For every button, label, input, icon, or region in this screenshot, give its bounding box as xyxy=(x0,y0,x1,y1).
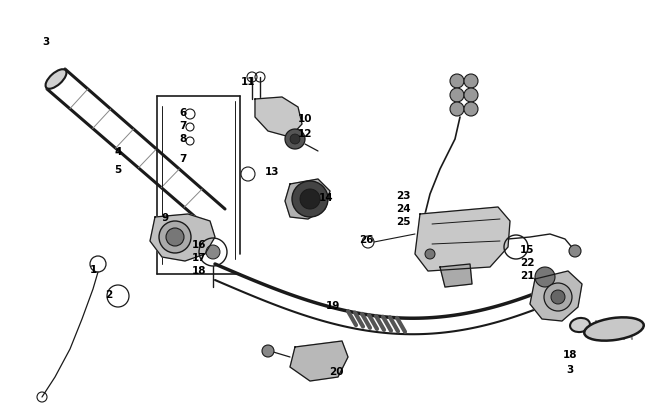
Circle shape xyxy=(544,284,572,311)
Circle shape xyxy=(425,249,435,259)
Text: 15: 15 xyxy=(520,244,534,254)
Text: 19: 19 xyxy=(326,300,340,310)
Text: 16: 16 xyxy=(192,239,206,249)
Ellipse shape xyxy=(570,318,590,332)
Text: 9: 9 xyxy=(161,213,168,222)
Ellipse shape xyxy=(46,70,66,90)
Polygon shape xyxy=(285,179,330,220)
Text: 24: 24 xyxy=(396,203,410,213)
Circle shape xyxy=(290,135,300,145)
Circle shape xyxy=(551,290,565,304)
Circle shape xyxy=(450,89,464,103)
Text: 11: 11 xyxy=(240,77,255,87)
Text: 20: 20 xyxy=(329,366,343,376)
Circle shape xyxy=(300,190,320,209)
Text: 21: 21 xyxy=(520,270,534,280)
Circle shape xyxy=(450,75,464,89)
Text: 17: 17 xyxy=(192,252,206,262)
Text: 22: 22 xyxy=(520,257,534,267)
Text: 3: 3 xyxy=(566,364,573,374)
Circle shape xyxy=(285,130,305,149)
Text: 18: 18 xyxy=(192,265,206,275)
Text: 26: 26 xyxy=(359,234,373,244)
Circle shape xyxy=(166,228,184,246)
Text: 13: 13 xyxy=(265,166,279,177)
Circle shape xyxy=(464,75,478,89)
Circle shape xyxy=(464,103,478,117)
Circle shape xyxy=(262,345,274,357)
Circle shape xyxy=(569,245,581,257)
Text: 5: 5 xyxy=(114,164,122,175)
Text: 1: 1 xyxy=(90,264,97,274)
Text: 2: 2 xyxy=(105,289,112,299)
Polygon shape xyxy=(150,215,215,261)
Text: 4: 4 xyxy=(114,147,122,157)
Circle shape xyxy=(450,103,464,117)
Text: 14: 14 xyxy=(318,192,333,202)
Polygon shape xyxy=(415,207,510,271)
Text: 3: 3 xyxy=(42,37,49,47)
Text: 7: 7 xyxy=(179,153,187,164)
Text: 18: 18 xyxy=(563,349,577,359)
Circle shape xyxy=(535,267,555,287)
Text: 12: 12 xyxy=(298,129,312,139)
Text: 25: 25 xyxy=(396,216,410,226)
Polygon shape xyxy=(255,98,302,138)
Text: 10: 10 xyxy=(298,114,312,124)
Circle shape xyxy=(206,245,220,259)
Circle shape xyxy=(159,222,191,254)
Polygon shape xyxy=(290,341,348,381)
Ellipse shape xyxy=(584,318,644,341)
Text: 23: 23 xyxy=(396,190,410,200)
Circle shape xyxy=(464,89,478,103)
Text: 7: 7 xyxy=(179,121,187,131)
Polygon shape xyxy=(440,264,472,287)
Polygon shape xyxy=(530,271,582,321)
Circle shape xyxy=(292,181,328,217)
Text: 6: 6 xyxy=(179,108,187,118)
Text: 8: 8 xyxy=(179,134,187,144)
